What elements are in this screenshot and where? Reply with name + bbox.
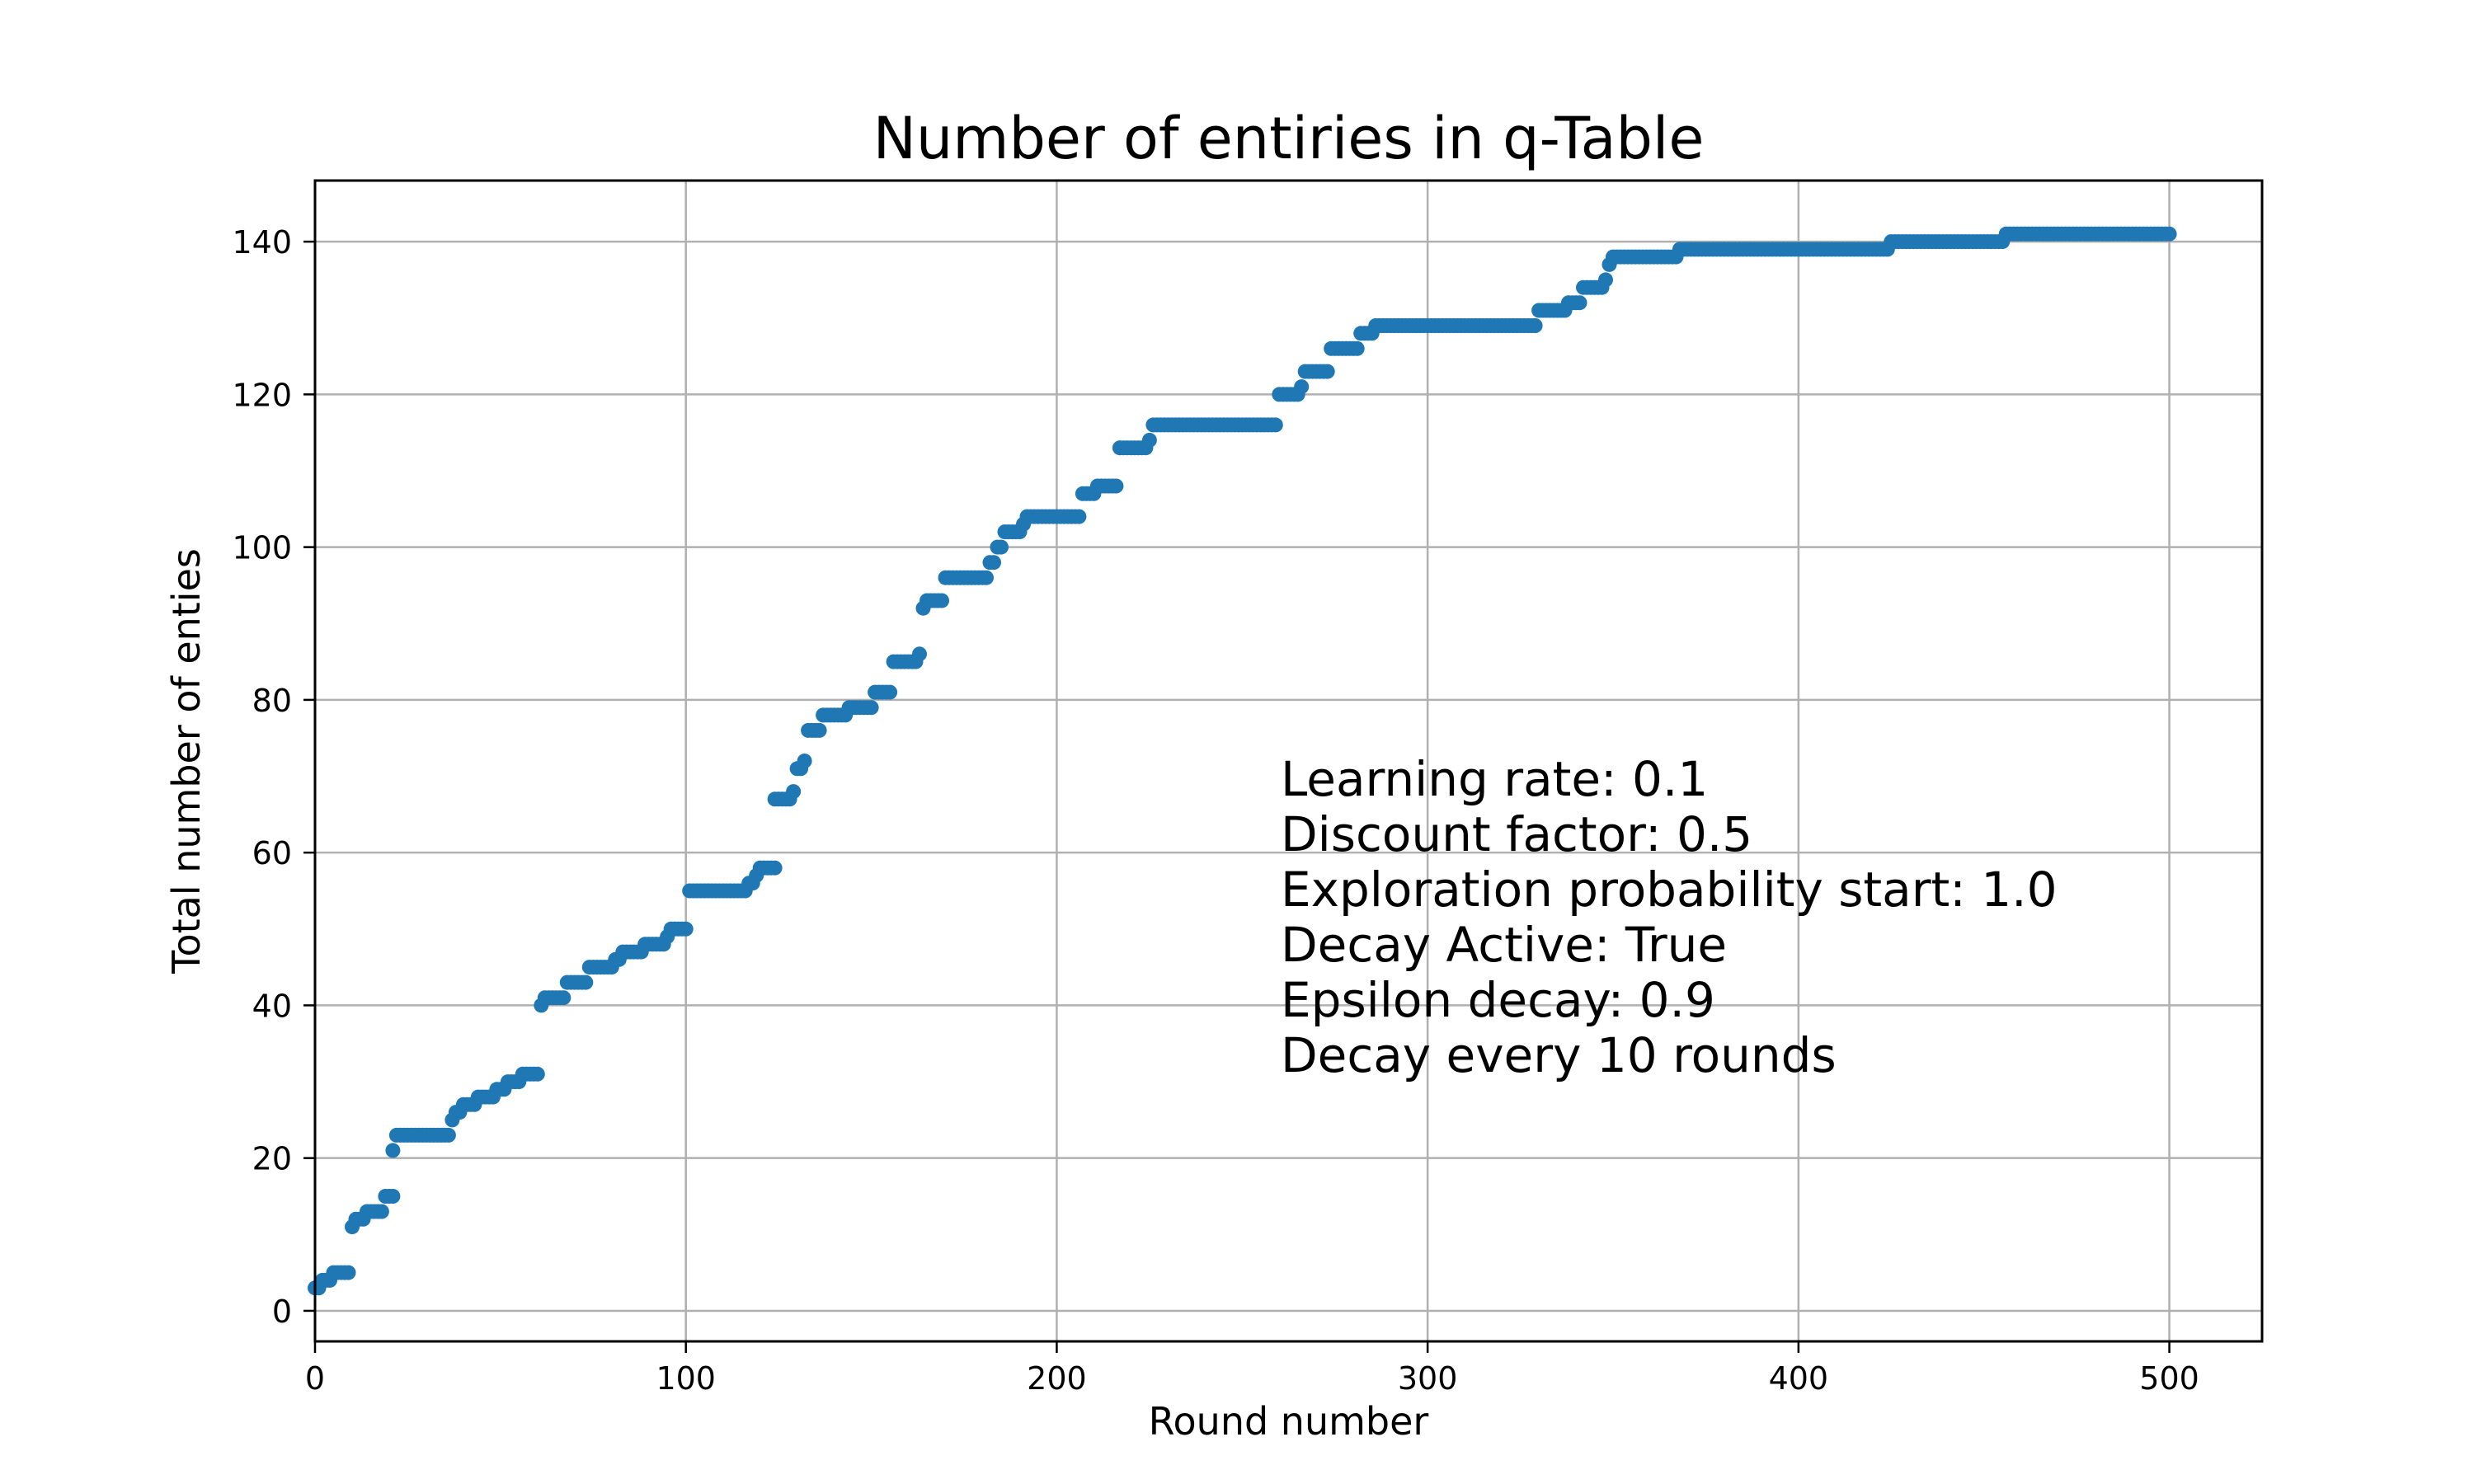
parameter-annotation: Learning rate: 0.1 Discount factor: 0.5 … (1281, 751, 2058, 1083)
data-point (341, 1265, 356, 1280)
data-point (1319, 364, 1335, 379)
data-point (1527, 318, 1543, 333)
y-axis-label: Total number of enties (164, 548, 209, 974)
y-tick-label: 0 (272, 1294, 292, 1330)
chart-title: Number of entiries in q-Table (873, 105, 1705, 172)
annotation-discount-factor: Discount factor: 0.5 (1281, 806, 1752, 862)
x-tick-label: 400 (1769, 1360, 1829, 1397)
data-point (440, 1127, 456, 1143)
data-point (912, 646, 927, 662)
data-point (529, 1066, 545, 1082)
data-point (934, 593, 949, 608)
data-point (811, 722, 827, 738)
y-tick-label: 40 (252, 988, 292, 1024)
data-point (767, 860, 783, 876)
data-point (882, 684, 898, 700)
axis-ticks: 0 100 200 300 400 500 0 20 40 60 80 100 120 140 (232, 224, 2199, 1397)
data-point (385, 1189, 401, 1204)
data-point (385, 1143, 401, 1158)
y-tick-label: 20 (252, 1141, 292, 1177)
x-tick-label: 500 (2139, 1360, 2199, 1397)
data-point (2161, 226, 2177, 242)
annotation-epsilon-decay: Epsilon decay: 0.9 (1281, 972, 1715, 1028)
data-points (308, 226, 2177, 1296)
y-tick-label: 140 (232, 224, 292, 261)
data-point (1268, 417, 1283, 433)
x-tick-label: 300 (1398, 1360, 1458, 1397)
x-tick-label: 200 (1027, 1360, 1087, 1397)
data-point (994, 539, 1009, 555)
plot-frame (313, 179, 2264, 1343)
data-point (374, 1204, 389, 1219)
data-point (1598, 272, 1613, 288)
data-point (797, 754, 812, 768)
annotation-decay-active: Decay Active: True (1281, 917, 1727, 973)
y-tick-label: 60 (252, 835, 292, 871)
data-point (1572, 295, 1587, 311)
annotation-exploration-probability: Exploration probability start: 1.0 (1281, 862, 2058, 918)
x-axis-label: Round number (1149, 1399, 1429, 1444)
data-point (786, 784, 802, 800)
data-point (678, 921, 694, 937)
y-tick-label: 120 (232, 377, 292, 413)
data-point (556, 990, 571, 1006)
x-tick-label: 0 (305, 1360, 325, 1397)
data-point (863, 700, 879, 716)
data-point (986, 555, 1001, 571)
data-point (1349, 340, 1365, 356)
y-tick-label: 80 (252, 683, 292, 719)
annotation-decay-interval: Decay every 10 rounds (1281, 1027, 1837, 1083)
y-tick-label: 100 (232, 530, 292, 566)
x-tick-label: 100 (656, 1360, 716, 1397)
data-point (1141, 432, 1157, 448)
annotation-learning-rate: Learning rate: 0.1 (1281, 751, 1708, 807)
data-point (1108, 478, 1124, 494)
data-point (979, 570, 994, 585)
data-point (578, 974, 594, 990)
data-point (1071, 509, 1087, 524)
data-point (1294, 379, 1310, 395)
